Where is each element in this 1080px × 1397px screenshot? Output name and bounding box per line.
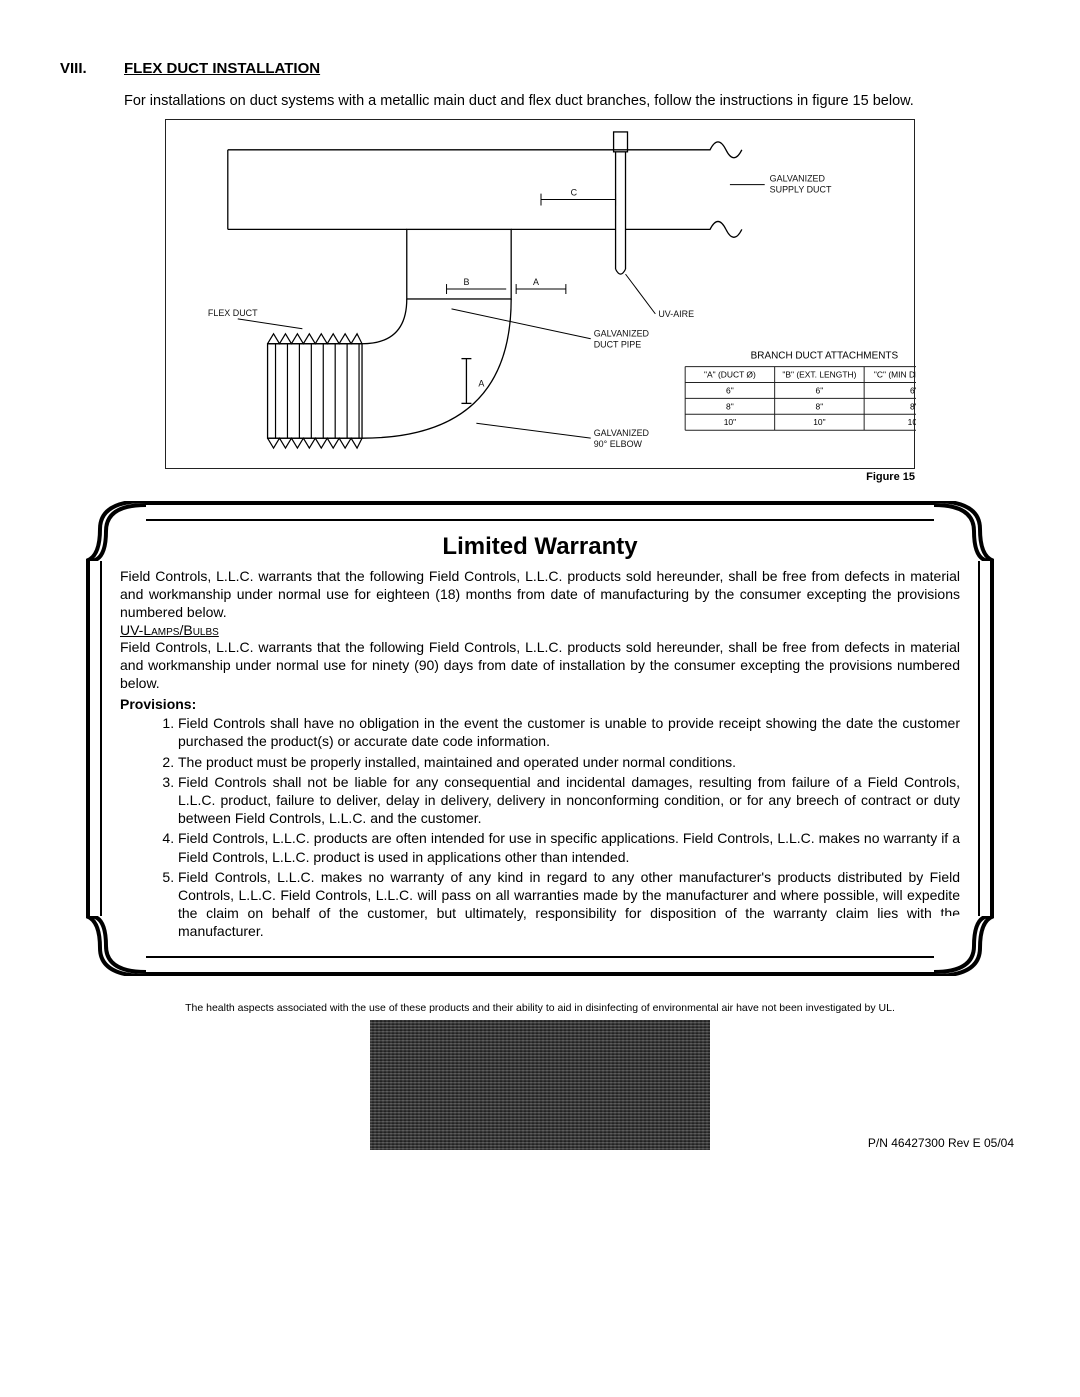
warranty-title: Limited Warranty [120,533,960,561]
corner-ornament [934,916,994,976]
section-number: VIII. [60,60,100,77]
svg-text:10": 10" [813,417,825,427]
section-header: VIII. FLEX DUCT INSTALLATION [60,60,1020,77]
svg-text:"B" (EXT. LENGTH): "B" (EXT. LENGTH) [782,370,856,380]
svg-text:10": 10" [908,417,916,427]
dim-b: B [463,277,469,287]
warranty-frame: Limited Warranty Field Controls, L.L.C. … [86,501,994,976]
dim-c: C [571,188,578,198]
svg-text:8": 8" [910,401,916,411]
figure-15: GALVANIZED SUPPLY DUCT UV-AIRE C [165,119,915,483]
ul-disclaimer: The health aspects associated with the u… [60,1002,1020,1014]
provision-item: The product must be properly installed, … [178,753,960,771]
svg-text:6": 6" [816,385,824,395]
svg-text:"A" (DUCT Ø): "A" (DUCT Ø) [704,370,756,380]
figure-diagram: GALVANIZED SUPPLY DUCT UV-AIRE C [165,119,915,469]
dim-a-lower: A [478,379,484,389]
provision-item: Field Controls shall not be liable for a… [178,773,960,828]
svg-text:8": 8" [816,401,824,411]
warranty-para2: Field Controls, L.L.C. warrants that the… [120,638,960,693]
corner-ornament [86,501,146,561]
provision-item: Field Controls, L.L.C. makes no warranty… [178,868,960,941]
warranty-content: Limited Warranty Field Controls, L.L.C. … [100,519,980,958]
figure-caption: Figure 15 [165,471,915,483]
label-uv-aire: UV-AIRE [658,309,694,319]
label-elbow-2: 90° ELBOW [594,439,643,449]
section-intro: For installations on duct systems with a… [124,92,1020,112]
diagram-svg: GALVANIZED SUPPLY DUCT UV-AIRE C [166,120,916,468]
branch-table: "A" (DUCT Ø) "B" (EXT. LENGTH) "C" (MIN DI… [685,367,916,431]
svg-text:10": 10" [724,417,736,427]
provisions-label: Provisions: [120,696,960,712]
label-supply-duct: GALVANIZED [770,174,826,184]
label-supply-duct-2: SUPPLY DUCT [770,185,832,195]
corner-ornament [86,916,146,976]
table-title: BRANCH DUCT ATTACHMENTS [751,351,899,362]
corner-ornament [934,501,994,561]
svg-text:8": 8" [726,401,734,411]
warranty-uv-line: UV-Lamps/Bulbs [120,622,960,638]
svg-text:6": 6" [726,385,734,395]
provisions-list: Field Controls shall have no obligation … [156,714,960,940]
warranty-para1: Field Controls, L.L.C. warrants that the… [120,567,960,622]
label-flex-duct: FLEX DUCT [208,308,258,318]
provision-item: Field Controls shall have no obligation … [178,714,960,750]
provision-item: Field Controls, L.L.C. products are ofte… [178,829,960,865]
label-duct-pipe-2: DUCT PIPE [594,340,642,350]
svg-text:6": 6" [910,385,916,395]
label-elbow: GALVANIZED [594,428,650,438]
dim-a: A [533,277,539,287]
svg-text:"C" (MIN DISTANCE): "C" (MIN DISTANCE) [874,370,916,380]
label-duct-pipe: GALVANIZED [594,329,650,339]
section-title: FLEX DUCT INSTALLATION [124,60,320,77]
logo-image [370,1020,710,1150]
